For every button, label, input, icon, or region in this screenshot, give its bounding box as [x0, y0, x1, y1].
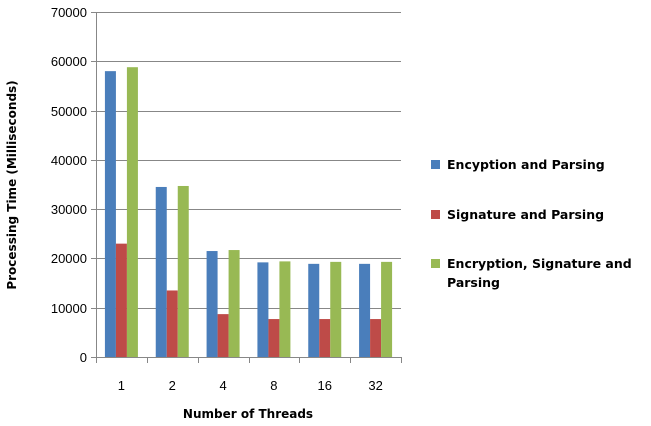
- legend-swatch: [431, 259, 440, 268]
- bar-encryption-signature-and-parsing-32: [381, 261, 393, 357]
- bar-encyption-and-parsing-8: [257, 262, 269, 357]
- y-tick-label: 50000: [51, 104, 87, 119]
- legend-label: Parsing: [447, 275, 500, 290]
- legend-label: Signature and Parsing: [447, 207, 604, 222]
- bar-encryption-signature-and-parsing-8: [279, 261, 291, 357]
- bar-encyption-and-parsing-16: [308, 263, 320, 357]
- x-axis-title: Number of Threads: [183, 407, 313, 421]
- x-tick-label: 8: [270, 378, 277, 393]
- legend: Encyption and Parsing Signature and Parsi…: [431, 157, 632, 290]
- legend-swatch: [431, 210, 440, 219]
- y-tick-label: 60000: [51, 54, 87, 69]
- bars: [104, 67, 393, 358]
- y-tick-label: 70000: [51, 5, 87, 20]
- y-tick-label: 20000: [51, 251, 87, 266]
- bar-encyption-and-parsing-2: [155, 186, 167, 357]
- y-tick-labels: 0 10000 20000 30000 40000 50000 60000 70000: [51, 5, 87, 365]
- bar-encryption-signature-and-parsing-1: [126, 67, 138, 357]
- bar-signature-and-parsing-32: [370, 319, 382, 357]
- x-tick-labels: 1 2 4 8 16 32: [118, 378, 383, 393]
- x-tick-label: 16: [318, 378, 332, 393]
- bar-signature-and-parsing-4: [217, 314, 229, 357]
- bar-encryption-signature-and-parsing-16: [330, 261, 342, 357]
- y-tick-label: 30000: [51, 202, 87, 217]
- bar-signature-and-parsing-1: [115, 243, 127, 357]
- bar-signature-and-parsing-2: [166, 290, 178, 357]
- x-tick-label: 32: [368, 378, 382, 393]
- legend-label: Encyption and Parsing: [447, 157, 605, 172]
- bar-signature-and-parsing-16: [319, 319, 331, 357]
- bar-signature-and-parsing-8: [268, 319, 280, 357]
- axes: [91, 12, 402, 363]
- bar-encyption-and-parsing-4: [206, 251, 218, 357]
- y-axis-title: Processing Time (Milliseconds): [5, 80, 19, 289]
- bar-encyption-and-parsing-1: [104, 71, 116, 358]
- x-tick-label: 1: [118, 378, 125, 393]
- bar-encryption-signature-and-parsing-4: [228, 250, 240, 357]
- gridlines: [96, 12, 401, 309]
- x-tick-label: 4: [219, 378, 226, 393]
- bar-encyption-and-parsing-32: [359, 263, 371, 357]
- legend-label: Encryption, Signature and: [447, 256, 632, 271]
- legend-swatch: [431, 160, 440, 169]
- bar-encryption-signature-and-parsing-2: [177, 185, 189, 357]
- y-tick-label: 40000: [51, 153, 87, 168]
- y-tick-label: 10000: [51, 301, 87, 316]
- y-tick-label: 0: [80, 350, 87, 365]
- x-tick-label: 2: [169, 378, 176, 393]
